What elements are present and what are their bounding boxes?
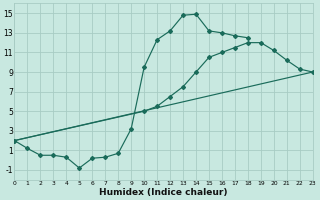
X-axis label: Humidex (Indice chaleur): Humidex (Indice chaleur) <box>99 188 228 197</box>
